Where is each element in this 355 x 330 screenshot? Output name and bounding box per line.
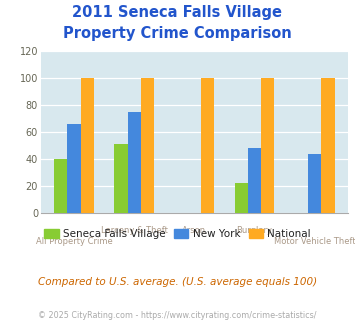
Legend: Seneca Falls Village, New York, National: Seneca Falls Village, New York, National [40,225,315,244]
Bar [235,183,248,213]
Text: Compared to U.S. average. (U.S. average equals 100): Compared to U.S. average. (U.S. average … [38,277,317,286]
Text: Arson: Arson [182,226,206,235]
Bar [201,78,214,213]
Bar [127,112,141,213]
Bar [248,148,261,213]
Bar [141,78,154,213]
Bar [114,144,127,213]
Bar [261,78,274,213]
Text: Larceny & Theft: Larceny & Theft [101,226,168,235]
Bar [54,159,67,213]
Text: 2011 Seneca Falls Village
Property Crime Comparison: 2011 Seneca Falls Village Property Crime… [63,5,292,41]
Text: Burglary: Burglary [236,226,273,235]
Bar [321,78,335,213]
Text: Motor Vehicle Theft: Motor Vehicle Theft [274,237,355,246]
Text: All Property Crime: All Property Crime [36,237,112,246]
Text: © 2025 CityRating.com - https://www.cityrating.com/crime-statistics/: © 2025 CityRating.com - https://www.city… [38,311,317,320]
Bar [308,153,321,213]
Bar [81,78,94,213]
Bar [67,124,81,213]
